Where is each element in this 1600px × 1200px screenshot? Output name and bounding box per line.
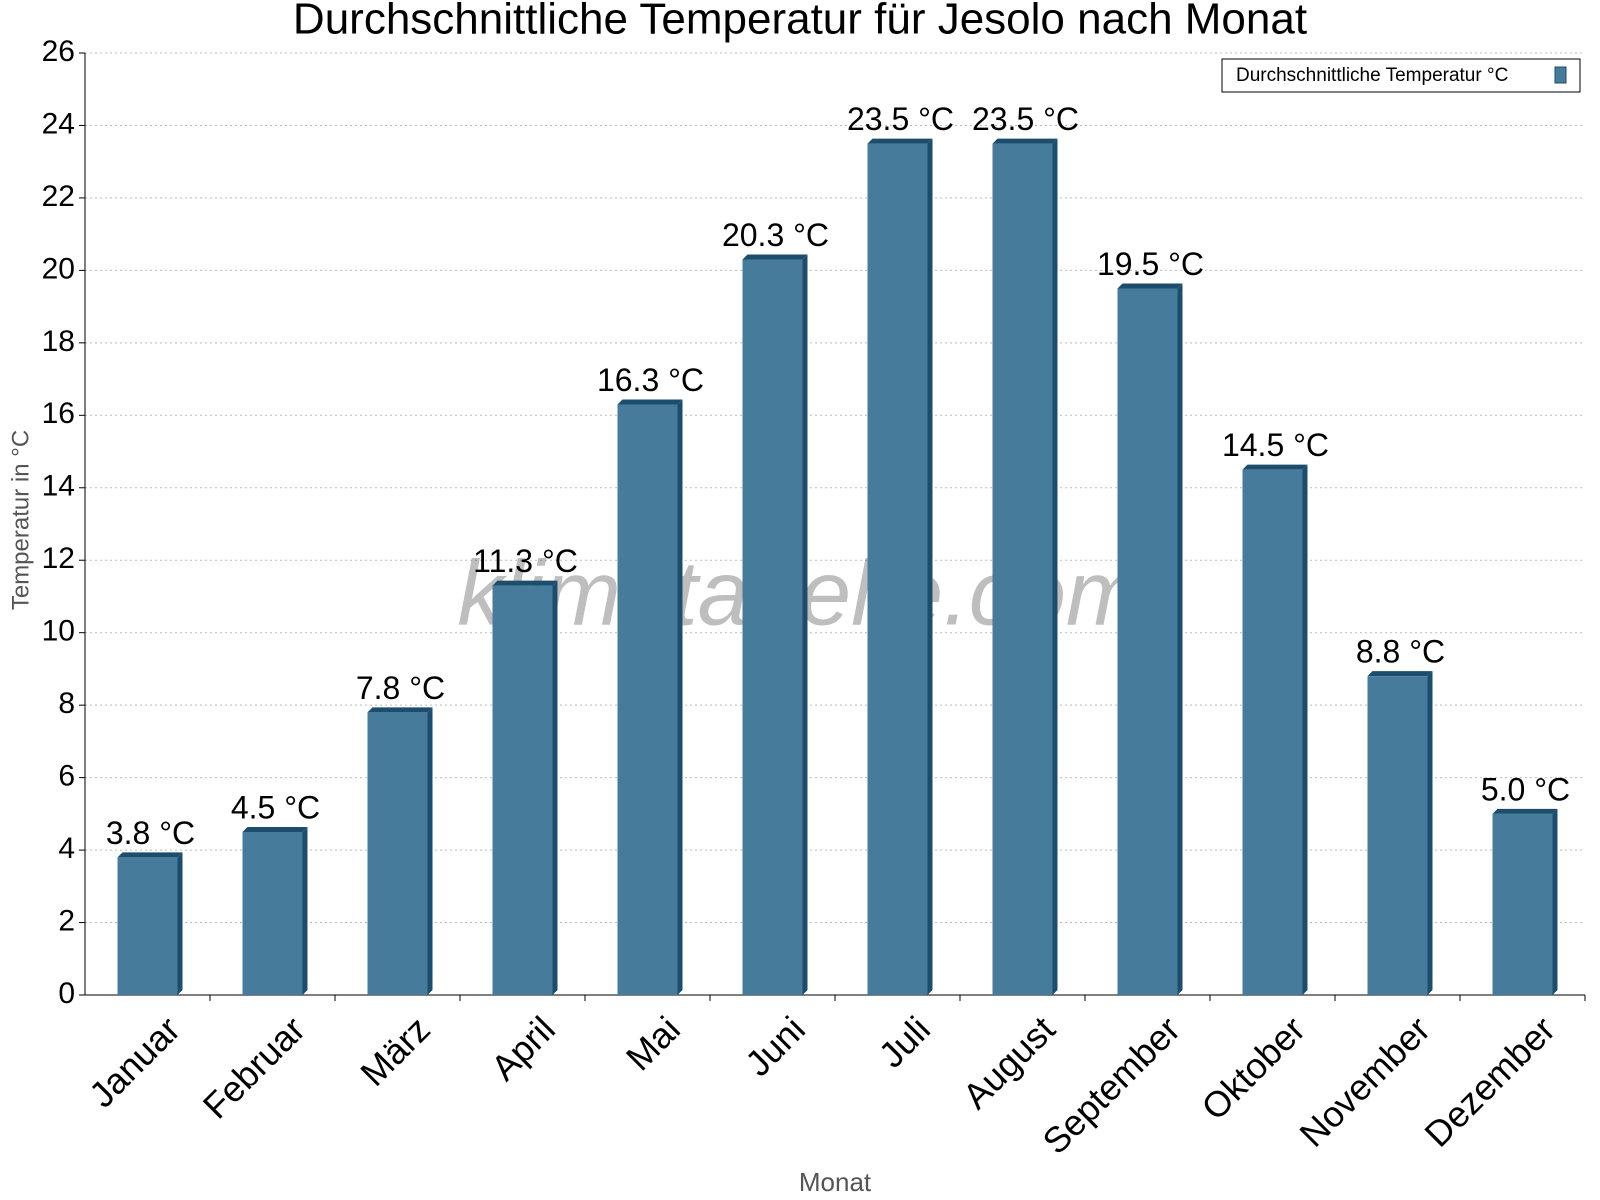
y-tick-label: 0 bbox=[58, 977, 75, 1010]
value-label: 7.8 °C bbox=[356, 670, 445, 706]
y-tick-label: 8 bbox=[58, 687, 75, 720]
bar-top bbox=[1492, 808, 1558, 814]
value-label: 11.3 °C bbox=[473, 543, 578, 579]
chart-title: Durchschnittliche Temperatur für Jesolo … bbox=[293, 0, 1307, 44]
value-label: 19.5 °C bbox=[1097, 246, 1204, 282]
bar-top bbox=[867, 138, 933, 144]
x-tick-label: April bbox=[483, 1008, 563, 1088]
series bbox=[117, 138, 1558, 996]
x-tick-label: Januar bbox=[81, 1008, 188, 1115]
bar-top bbox=[1367, 671, 1433, 677]
bar-top bbox=[492, 580, 558, 586]
bar bbox=[367, 712, 428, 995]
bar-top bbox=[1117, 283, 1183, 289]
legend-label: Durchschnittliche Temperatur °C bbox=[1236, 65, 1508, 86]
y-tick-label: 26 bbox=[42, 35, 75, 68]
bar-side bbox=[1052, 138, 1058, 996]
value-label: 16.3 °C bbox=[597, 362, 704, 398]
y-tick-label: 10 bbox=[42, 615, 75, 648]
x-tick-label: Oktober bbox=[1193, 1008, 1313, 1128]
y-tick-label: 12 bbox=[42, 542, 75, 575]
bar-top bbox=[742, 254, 808, 260]
bar-top bbox=[117, 852, 183, 858]
x-axis-title: Monat bbox=[799, 1167, 872, 1197]
y-tick-label: 18 bbox=[42, 325, 75, 358]
legend-box bbox=[1221, 58, 1581, 93]
y-tick-label: 14 bbox=[42, 470, 75, 503]
bar bbox=[867, 143, 928, 996]
value-label: 23.5 °C bbox=[847, 101, 954, 137]
bar-top bbox=[242, 826, 308, 832]
bar-top bbox=[992, 138, 1058, 144]
x-tick-label: September bbox=[1034, 1008, 1188, 1162]
x-tick-label: März bbox=[352, 1008, 438, 1094]
value-label: 23.5 °C bbox=[972, 101, 1079, 137]
value-label: 20.3 °C bbox=[722, 217, 829, 253]
bar-top bbox=[617, 399, 683, 405]
bar-top bbox=[1242, 464, 1308, 470]
y-tick-label: 20 bbox=[42, 252, 75, 285]
bar bbox=[117, 857, 178, 995]
y-axis-title: Temperatur in °C bbox=[7, 430, 34, 610]
y-tick-label: 4 bbox=[58, 832, 75, 865]
value-label: 4.5 °C bbox=[231, 789, 320, 825]
y-tick-label: 22 bbox=[42, 180, 75, 213]
x-tick-label: Dezember bbox=[1416, 1008, 1562, 1154]
x-tick-label: November bbox=[1291, 1008, 1437, 1154]
bar-side bbox=[1177, 283, 1183, 995]
bar bbox=[617, 404, 678, 995]
x-tick-label: August bbox=[955, 1008, 1063, 1116]
bar bbox=[1492, 813, 1553, 995]
bar-side bbox=[177, 852, 183, 995]
legend: Durchschnittliche Temperatur °C bbox=[1221, 58, 1581, 93]
bar bbox=[1117, 288, 1178, 995]
value-label: 14.5 °C bbox=[1222, 427, 1329, 463]
bar-side bbox=[552, 580, 558, 995]
bar-side bbox=[1302, 464, 1308, 996]
bar bbox=[1242, 469, 1303, 996]
y-tick-label: 6 bbox=[58, 760, 75, 793]
bar-side bbox=[1427, 671, 1433, 995]
bar-top bbox=[367, 707, 433, 713]
value-label: 8.8 °C bbox=[1356, 634, 1445, 670]
bar bbox=[492, 585, 553, 995]
x-tick-label: Mai bbox=[618, 1008, 688, 1078]
bar-side bbox=[427, 707, 433, 995]
bar bbox=[992, 143, 1053, 996]
x-tick-label: Juni bbox=[737, 1008, 813, 1084]
bar-side bbox=[927, 138, 933, 996]
bar bbox=[1367, 676, 1428, 995]
bar-side bbox=[1552, 808, 1558, 995]
y-tick-label: 2 bbox=[58, 904, 75, 937]
y-tick-label: 16 bbox=[42, 397, 75, 430]
value-label: 3.8 °C bbox=[106, 815, 195, 851]
legend-swatch bbox=[1554, 66, 1567, 84]
y-tick-label: 24 bbox=[42, 107, 75, 140]
x-tick-label: Februar bbox=[195, 1008, 313, 1126]
bar-side bbox=[677, 399, 683, 995]
bar bbox=[242, 831, 303, 995]
bar bbox=[742, 259, 803, 995]
x-tick-label: Juli bbox=[871, 1008, 938, 1075]
value-label: 5.0 °C bbox=[1481, 771, 1570, 807]
bar-side bbox=[302, 826, 308, 995]
bar-side bbox=[802, 254, 808, 995]
